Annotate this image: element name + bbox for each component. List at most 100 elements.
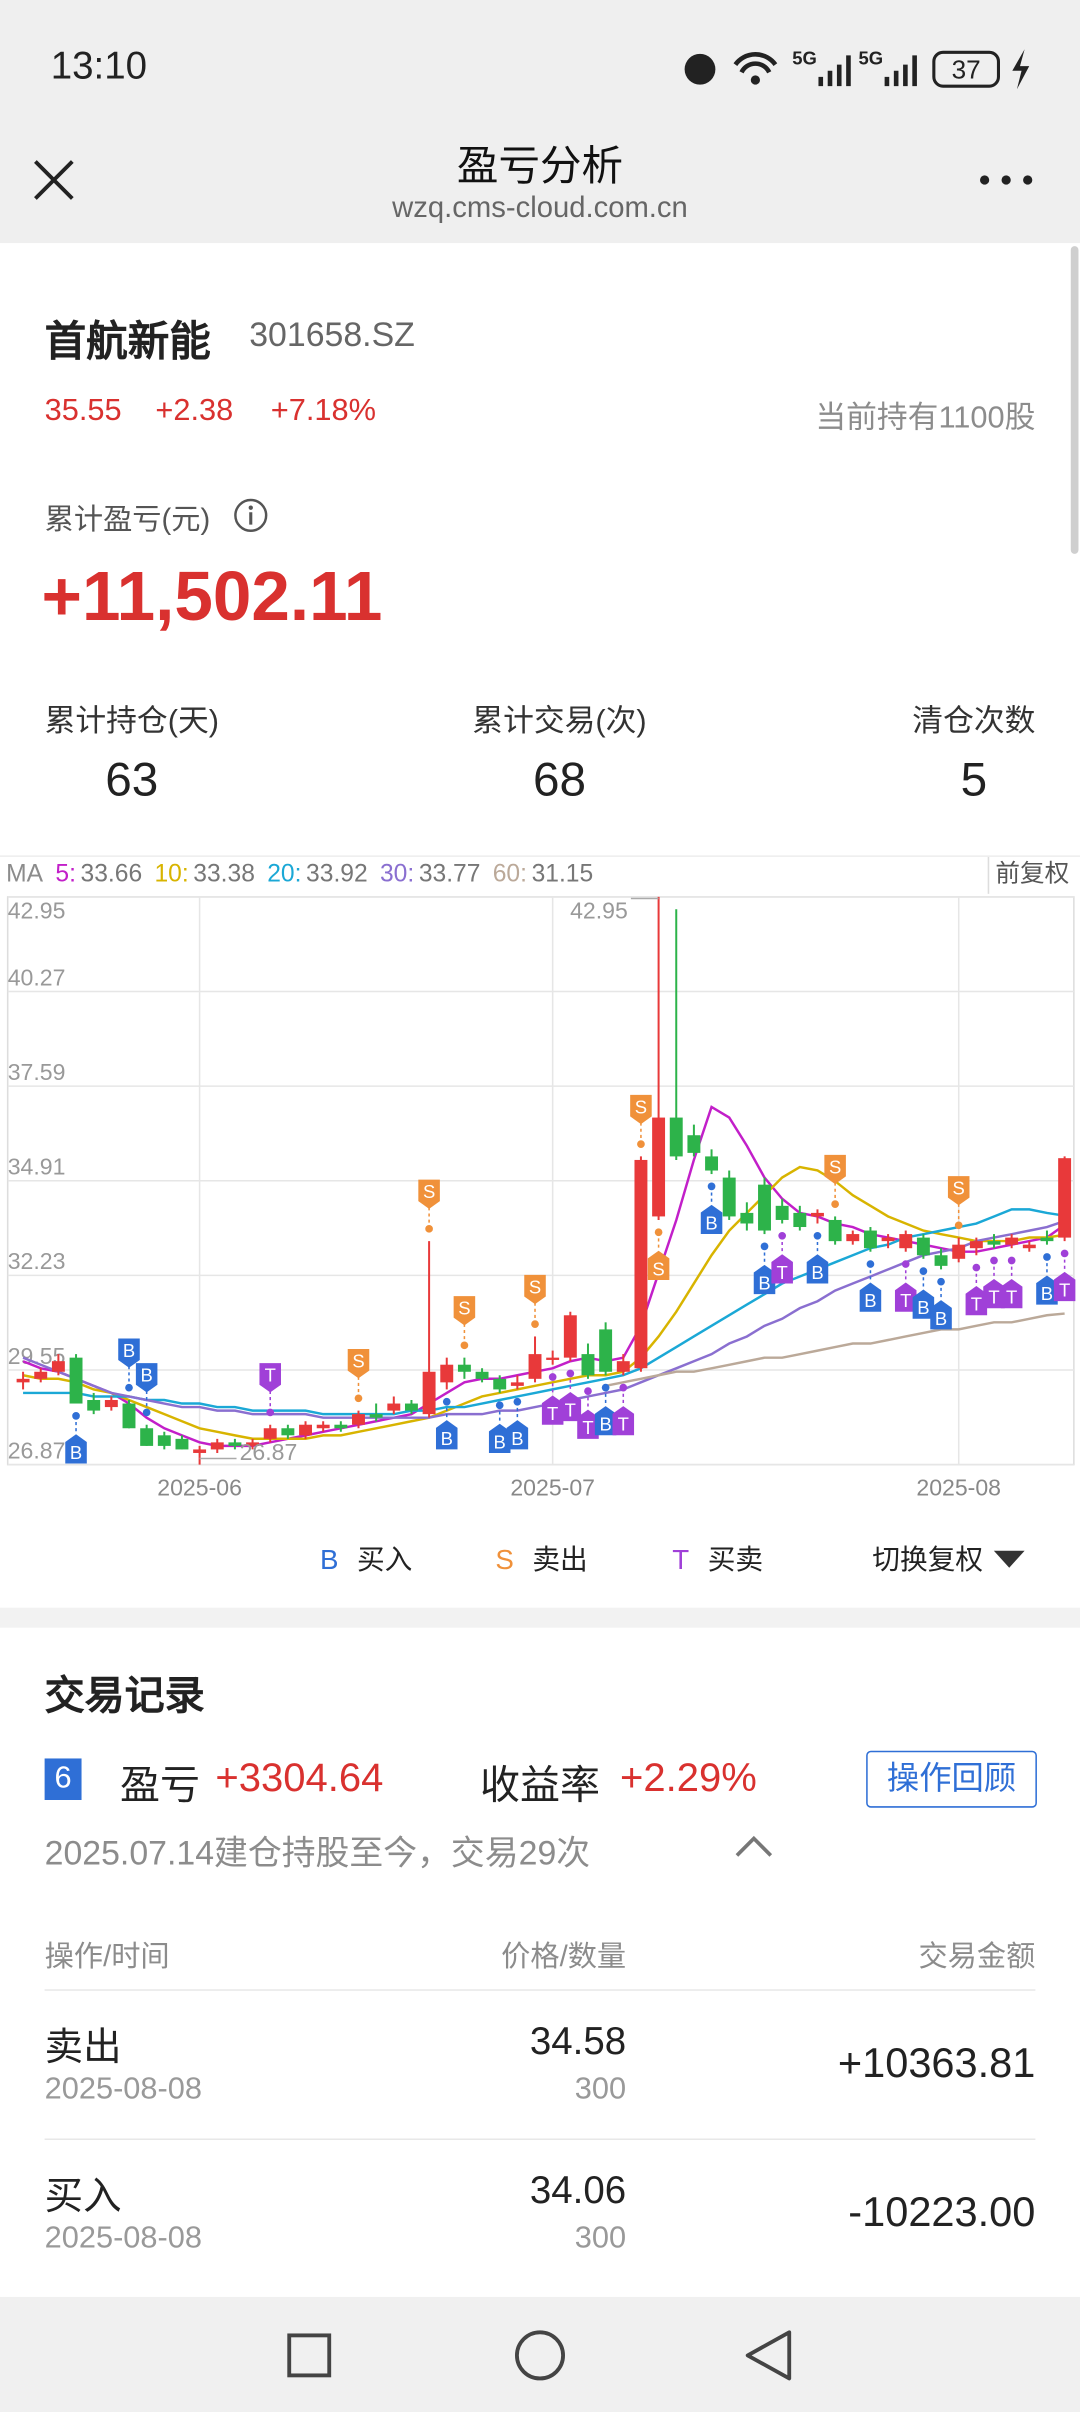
record-pnl-label: 盈亏 — [120, 1761, 201, 1808]
marker-label: T — [618, 1414, 629, 1435]
row-action: 卖出 — [44, 2026, 122, 2070]
ma-line — [22, 1165, 1065, 1441]
adjust-label[interactable]: 前复权 — [987, 856, 1069, 894]
marker-label: B — [511, 1428, 523, 1449]
candle-body — [881, 1237, 895, 1242]
battery-level: 37 — [952, 54, 981, 84]
candle-body — [334, 1424, 348, 1429]
review-button[interactable]: 操作回顾 — [866, 1750, 1037, 1808]
marker-tag — [259, 1363, 281, 1393]
marker-dot — [354, 1394, 363, 1403]
ma-line — [605, 1312, 1065, 1388]
marker-tag — [347, 1349, 370, 1379]
candle-body — [352, 1414, 365, 1425]
back-button[interactable] — [745, 2330, 792, 2381]
candle-body — [1058, 1158, 1072, 1238]
marker-dot — [1060, 1249, 1069, 1258]
marker-tag — [435, 1420, 458, 1450]
candle-body — [899, 1234, 913, 1249]
candle-body — [916, 1237, 930, 1256]
marker-tag — [65, 1434, 87, 1464]
stat-value: 68 — [532, 752, 587, 807]
candle-body — [1022, 1244, 1036, 1249]
candle-body — [634, 1159, 648, 1369]
stat: 清仓次数 5 — [912, 695, 1035, 807]
marker-tag — [700, 1204, 723, 1235]
y-tick-label: 37.59 — [8, 1059, 66, 1085]
marker-label: B — [494, 1431, 506, 1452]
marker-tag — [118, 1338, 140, 1368]
stat-value: 5 — [960, 752, 988, 807]
marker-label: T — [1059, 1280, 1070, 1301]
more-button[interactable] — [978, 172, 1033, 187]
marker-label: B — [599, 1414, 611, 1435]
marker-tag — [135, 1363, 158, 1393]
ma-name: 20: — [267, 861, 302, 888]
candle-body — [546, 1357, 560, 1360]
record-pnl: +3304.64 — [215, 1753, 384, 1801]
marker-tag — [647, 1250, 670, 1280]
stock-change-pct: +7.18% — [270, 393, 376, 428]
candle-body — [1040, 1237, 1054, 1242]
legend-key: B — [320, 1544, 339, 1576]
candle-body — [775, 1205, 789, 1220]
marker-tag — [930, 1300, 952, 1330]
marker-label: T — [1006, 1287, 1017, 1308]
candle-body — [863, 1230, 877, 1249]
candle-body — [563, 1315, 577, 1358]
network-label: 5G — [792, 48, 817, 69]
candle-body — [705, 1156, 719, 1171]
marker-label: T — [900, 1290, 911, 1311]
marker-tag — [859, 1282, 882, 1312]
candle-body — [69, 1357, 83, 1404]
signal-icon — [818, 55, 851, 87]
candle-body — [104, 1400, 118, 1408]
candle-body — [193, 1449, 207, 1453]
candle-body — [846, 1234, 860, 1242]
candle-body — [369, 1414, 383, 1418]
switch-label[interactable]: 切换复权 — [872, 1544, 984, 1576]
time: 13:10 — [50, 44, 148, 88]
wifi-icon — [733, 52, 778, 74]
candle-body — [793, 1212, 807, 1228]
ma-row: MA 5: 33.66 10: 33.38 20: 33.92 30: 33.77 60: 31.1… — [6, 857, 593, 894]
legend-item: T 买卖 — [672, 1538, 763, 1578]
record-summary: 2025.07.14建仓持股至今，交易29次 — [44, 1833, 591, 1873]
legend-item: B 买入 — [320, 1538, 412, 1578]
ma-name: 10: — [154, 861, 189, 888]
home-button[interactable] — [515, 2330, 566, 2381]
recent-button[interactable] — [287, 2333, 332, 2378]
marker-label: B — [140, 1365, 152, 1386]
ma-value: 33.92 — [306, 861, 368, 888]
info-icon[interactable] — [232, 497, 269, 534]
candle-body — [493, 1378, 507, 1390]
holding: 当前持有1100股 — [815, 401, 1036, 436]
marker-label: B — [864, 1290, 876, 1311]
stat-label: 累计交易(次) — [472, 704, 647, 739]
row-date: 2025-08-08 — [44, 2221, 203, 2256]
marker-tag — [912, 1289, 935, 1319]
marker-label: T — [777, 1262, 788, 1283]
ma-value: 33.77 — [418, 861, 481, 888]
alarm-icon — [684, 53, 716, 85]
y-tick-label: 40.27 — [8, 964, 66, 990]
marker-tag — [541, 1395, 564, 1425]
marker-label: B — [441, 1428, 453, 1449]
y-tick-label: 34.91 — [8, 1154, 66, 1180]
marker-label: S — [352, 1351, 364, 1372]
candle-body — [475, 1371, 489, 1379]
ma-name: 30: — [379, 861, 415, 888]
marker-tag — [577, 1409, 599, 1439]
candle-body — [140, 1428, 154, 1446]
candle-body — [387, 1403, 401, 1411]
candle-body — [122, 1403, 136, 1429]
page-url: wzq.cms-cloud.com.cn — [392, 192, 688, 225]
collapse-icon[interactable] — [734, 1834, 774, 1859]
ma-header: MA 5: 33.66 10: 33.38 20: 33.92 30: 33.77 60: 31.1… — [0, 855, 1080, 895]
candle-body — [616, 1361, 630, 1372]
high-annotation: 42.95 — [570, 897, 628, 923]
candle-body — [669, 1117, 683, 1157]
marker-label: B — [70, 1442, 82, 1463]
switch-adjust[interactable]: 切换复权 — [872, 1538, 1026, 1578]
close-button[interactable] — [31, 157, 77, 203]
